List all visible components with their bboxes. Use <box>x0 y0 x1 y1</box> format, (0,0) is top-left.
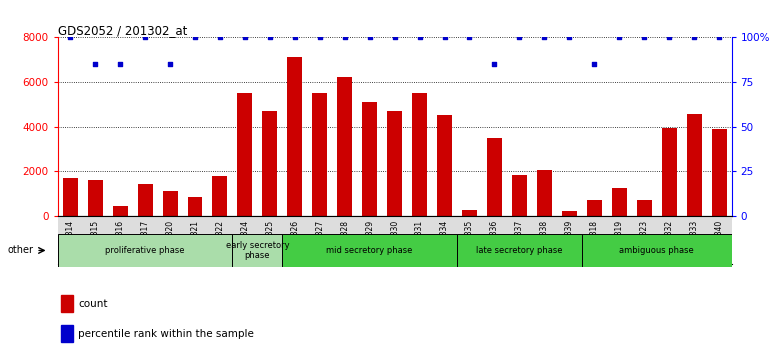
Text: GSM109837: GSM109837 <box>515 220 524 266</box>
Bar <box>112 206 128 216</box>
Bar <box>62 178 78 216</box>
Text: GSM109824: GSM109824 <box>240 220 249 266</box>
Text: GSM109833: GSM109833 <box>690 220 698 266</box>
Point <box>388 34 400 40</box>
Point <box>64 34 76 40</box>
Bar <box>687 114 701 216</box>
Bar <box>562 211 577 216</box>
Bar <box>188 197 203 216</box>
Bar <box>58 234 233 267</box>
Point <box>363 34 376 40</box>
Point <box>263 34 276 40</box>
Point <box>189 34 201 40</box>
Bar <box>582 234 732 267</box>
Point <box>563 34 575 40</box>
Point <box>89 61 102 67</box>
Text: GSM109814: GSM109814 <box>65 220 75 266</box>
Point <box>214 34 226 40</box>
Bar <box>138 183 152 216</box>
Text: GSM109827: GSM109827 <box>315 220 324 266</box>
Text: count: count <box>78 298 108 309</box>
Bar <box>233 234 283 267</box>
Bar <box>637 200 651 216</box>
Bar <box>287 57 303 216</box>
Point <box>438 34 450 40</box>
Bar <box>512 175 527 216</box>
Bar <box>313 93 327 216</box>
Bar <box>587 200 601 216</box>
Text: GSM109825: GSM109825 <box>266 220 274 266</box>
Point <box>313 34 326 40</box>
Bar <box>263 111 277 216</box>
Point <box>114 61 126 67</box>
Text: GSM109828: GSM109828 <box>340 220 350 266</box>
Point <box>514 34 526 40</box>
Text: GSM109822: GSM109822 <box>216 220 224 266</box>
Bar <box>661 128 677 216</box>
Text: GSM109835: GSM109835 <box>465 220 474 266</box>
Point <box>713 34 725 40</box>
Bar <box>237 93 253 216</box>
Point <box>663 34 675 40</box>
Bar <box>487 138 502 216</box>
Text: ambiguous phase: ambiguous phase <box>619 246 694 255</box>
Text: GSM109840: GSM109840 <box>715 220 724 266</box>
Text: percentile rank within the sample: percentile rank within the sample <box>78 329 254 339</box>
Bar <box>611 188 627 216</box>
Bar <box>88 180 102 216</box>
Point <box>638 34 651 40</box>
Text: mid secretory phase: mid secretory phase <box>326 246 413 255</box>
Point <box>464 34 476 40</box>
Bar <box>337 78 352 216</box>
Point <box>613 34 625 40</box>
Point <box>688 34 700 40</box>
Text: GSM109832: GSM109832 <box>665 220 674 266</box>
Point <box>488 61 500 67</box>
Bar <box>537 170 552 216</box>
Text: GSM109829: GSM109829 <box>365 220 374 266</box>
Bar <box>457 234 582 267</box>
Point <box>339 34 351 40</box>
Point <box>239 34 251 40</box>
Point <box>588 61 601 67</box>
Bar <box>462 210 477 216</box>
Text: GSM109831: GSM109831 <box>415 220 424 266</box>
Bar <box>387 111 402 216</box>
Bar <box>61 295 73 312</box>
Bar <box>412 93 427 216</box>
Text: GSM109818: GSM109818 <box>590 220 599 266</box>
Text: GSM109838: GSM109838 <box>540 220 549 266</box>
Text: GSM109834: GSM109834 <box>440 220 449 266</box>
Text: GSM109815: GSM109815 <box>91 220 99 266</box>
Text: GSM109830: GSM109830 <box>390 220 399 266</box>
Text: GSM109817: GSM109817 <box>141 220 149 266</box>
Text: GSM109820: GSM109820 <box>166 220 175 266</box>
Bar <box>437 115 452 216</box>
Text: GDS2052 / 201302_at: GDS2052 / 201302_at <box>58 24 187 37</box>
Point <box>164 61 176 67</box>
Text: GSM109836: GSM109836 <box>490 220 499 266</box>
Bar <box>711 129 727 216</box>
Point <box>538 34 551 40</box>
Text: early secretory
phase: early secretory phase <box>226 241 290 260</box>
Bar <box>162 192 178 216</box>
Text: GSM109823: GSM109823 <box>640 220 648 266</box>
Text: late secretory phase: late secretory phase <box>476 246 563 255</box>
Text: proliferative phase: proliferative phase <box>105 246 185 255</box>
Point <box>289 34 301 40</box>
Bar <box>61 325 73 342</box>
Text: GSM109821: GSM109821 <box>190 220 199 266</box>
Bar <box>362 102 377 216</box>
Text: GSM109826: GSM109826 <box>290 220 300 266</box>
Text: GSM109816: GSM109816 <box>116 220 125 266</box>
Text: GSM109839: GSM109839 <box>565 220 574 266</box>
Bar <box>283 234 457 267</box>
Bar <box>213 176 227 216</box>
Point <box>413 34 426 40</box>
Text: GSM109819: GSM109819 <box>614 220 624 266</box>
Point <box>139 34 151 40</box>
Text: other: other <box>8 245 34 256</box>
